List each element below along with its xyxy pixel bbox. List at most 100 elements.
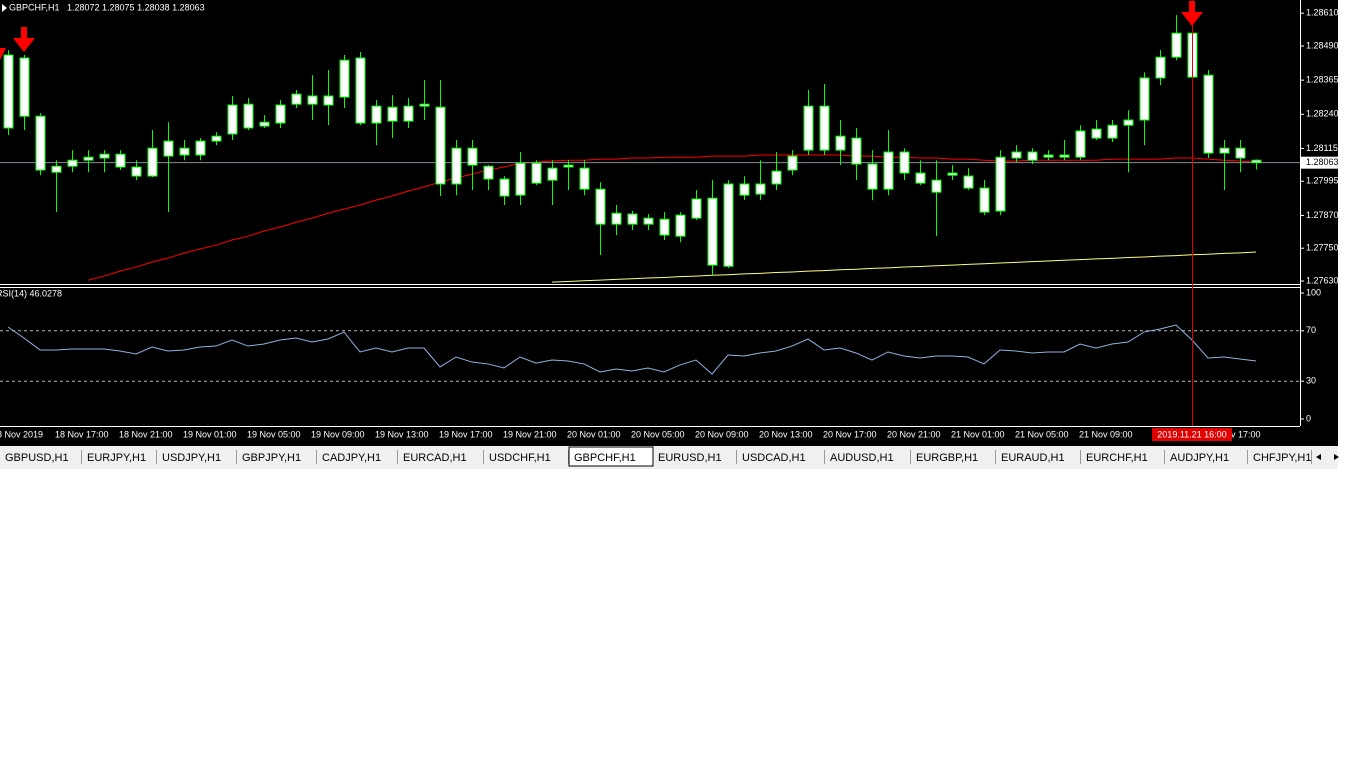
tab-label[interactable]: EURAUD,H1 [1001, 452, 1065, 464]
candle-body [83, 156, 94, 161]
candle-body [371, 105, 382, 124]
candle-body [355, 57, 366, 124]
candle-body [147, 147, 158, 177]
candle-body [243, 103, 254, 129]
candle-body [19, 57, 30, 117]
candle-body [483, 165, 494, 180]
x-tick-label: 18 Nov 17:00 [55, 429, 109, 439]
candle-body [419, 103, 430, 107]
tab[interactable]: GBPJPY,H1 [242, 450, 317, 464]
tab-label[interactable]: GBPCHF,H1 [574, 452, 636, 464]
x-tick-label: 20 Nov 01:00 [567, 429, 621, 439]
x-tick-label: 19 Nov 17:00 [439, 429, 493, 439]
tab[interactable]: AUDJPY,H1 [1170, 450, 1248, 464]
plot: 1.28610 1.28490 1.28365 1.28240 1.28115 1.279… [0, 8, 1339, 439]
candle-body [131, 166, 142, 177]
x-tick-label: 19 Nov 21:00 [503, 429, 557, 439]
tab[interactable]: USDCAD,H1 [742, 450, 825, 464]
candle-body [1235, 147, 1246, 159]
tab[interactable]: EURUSD,H1 [658, 450, 737, 464]
overlay: 1.28063 [1301, 156, 1339, 169]
tab-label[interactable]: EURJPY,H1 [87, 452, 146, 464]
candle-body [3, 54, 14, 129]
candle-body [1059, 154, 1070, 158]
tab-scroll[interactable] [1316, 454, 1339, 460]
tab[interactable]: EURGBP,H1 [916, 450, 996, 464]
candle-body [995, 156, 1006, 212]
x-tick-label: 21 Nov 05:00 [1015, 429, 1069, 439]
y-tick-label: 1.28610 [1306, 8, 1339, 18]
y-tick-label: 1.27995 [1306, 176, 1339, 186]
y-tick-label: 0 [1306, 413, 1311, 423]
candle-body [1123, 119, 1134, 126]
tab[interactable]: EURCHF,H1 [1086, 450, 1165, 464]
candle-body [675, 214, 686, 237]
tab[interactable]: GBPCHF,H1 [568, 446, 654, 467]
candle-body [339, 59, 350, 98]
tab-label[interactable]: GBPJPY,H1 [242, 452, 301, 464]
candle-body [163, 140, 174, 157]
candle-body [643, 217, 654, 225]
candle-body [739, 183, 750, 196]
candle-body [1155, 56, 1166, 79]
x-tick-label: 20 Nov 21:00 [887, 429, 941, 439]
tab[interactable]: EURCAD,H1 [403, 450, 484, 464]
x-tick-label: 20 Nov 09:00 [695, 429, 749, 439]
tab-label[interactable]: USDCHF,H1 [489, 452, 551, 464]
tab[interactable]: GBPUSD,H1 [5, 450, 82, 464]
x-tick-label: 18 Nov 21:00 [119, 429, 173, 439]
indicator-title: RSI(14) 46.0278 [0, 288, 62, 298]
tab[interactable]: EURJPY,H1 [87, 450, 157, 464]
candle-body [755, 183, 766, 195]
candle-body [851, 137, 862, 165]
candle-body [723, 183, 734, 267]
cursor-label: 2019.11.21 16:00 [1157, 429, 1226, 439]
x-tick-label: 20 Nov 17:00 [823, 429, 877, 439]
tab-label[interactable]: CADJPY,H1 [322, 452, 381, 464]
x-tick-label: 19 Nov 01:00 [183, 429, 237, 439]
candle-body [211, 135, 222, 142]
tab-label[interactable]: USDJPY,H1 [162, 452, 221, 464]
candle-body [1251, 159, 1262, 164]
candle-body [99, 153, 110, 159]
candle-body [1011, 151, 1022, 159]
y-tick-label: 1.28490 [1306, 40, 1339, 50]
candle-body [579, 167, 590, 190]
candle-body [195, 140, 206, 156]
tab-label[interactable]: EURUSD,H1 [658, 452, 722, 464]
candle-body [499, 178, 510, 197]
candle-body [259, 121, 270, 127]
tab-label[interactable]: EURCAD,H1 [403, 452, 467, 464]
tab-label[interactable]: EURGBP,H1 [916, 452, 978, 464]
candle-body [323, 95, 334, 106]
candle-body [883, 151, 894, 190]
tab-label[interactable]: AUDJPY,H1 [1170, 452, 1229, 464]
moving-average [87, 154, 1257, 281]
candle-body [707, 197, 718, 266]
candle-body [595, 188, 606, 225]
tab[interactable]: AUDUSD,H1 [830, 450, 911, 464]
candle-body [611, 212, 622, 225]
tab-label[interactable]: USDCAD,H1 [742, 452, 806, 464]
candle-body [691, 198, 702, 219]
tab[interactable]: CHFJPY,H1 [1253, 450, 1312, 464]
x-tick-label: 19 Nov 09:00 [311, 429, 365, 439]
tab-label[interactable]: CHFJPY,H1 [1253, 452, 1311, 464]
candle-body [387, 106, 398, 122]
candle-body [403, 105, 414, 122]
tab-label[interactable]: EURCHF,H1 [1086, 452, 1148, 464]
candle-body [1107, 124, 1118, 139]
x-tick-label: 21 Nov 09:00 [1079, 429, 1133, 439]
tab[interactable]: CADJPY,H1 [322, 450, 398, 464]
ohlc-header: 1.28072 1.28075 1.28038 1.28063 [67, 2, 205, 12]
tab-label[interactable]: GBPUSD,H1 [5, 452, 69, 464]
x-tick-label: 21 Nov 01:00 [951, 429, 1005, 439]
date-label: 18 Nov 2019 [0, 429, 43, 439]
x-tick-label: 20 Nov 05:00 [631, 429, 685, 439]
tab-bar [0, 446, 1338, 469]
tab[interactable]: USDJPY,H1 [162, 450, 237, 464]
tab[interactable]: EURAUD,H1 [1001, 450, 1081, 464]
candle-body [835, 135, 846, 151]
tab-label[interactable]: AUDUSD,H1 [830, 452, 894, 464]
